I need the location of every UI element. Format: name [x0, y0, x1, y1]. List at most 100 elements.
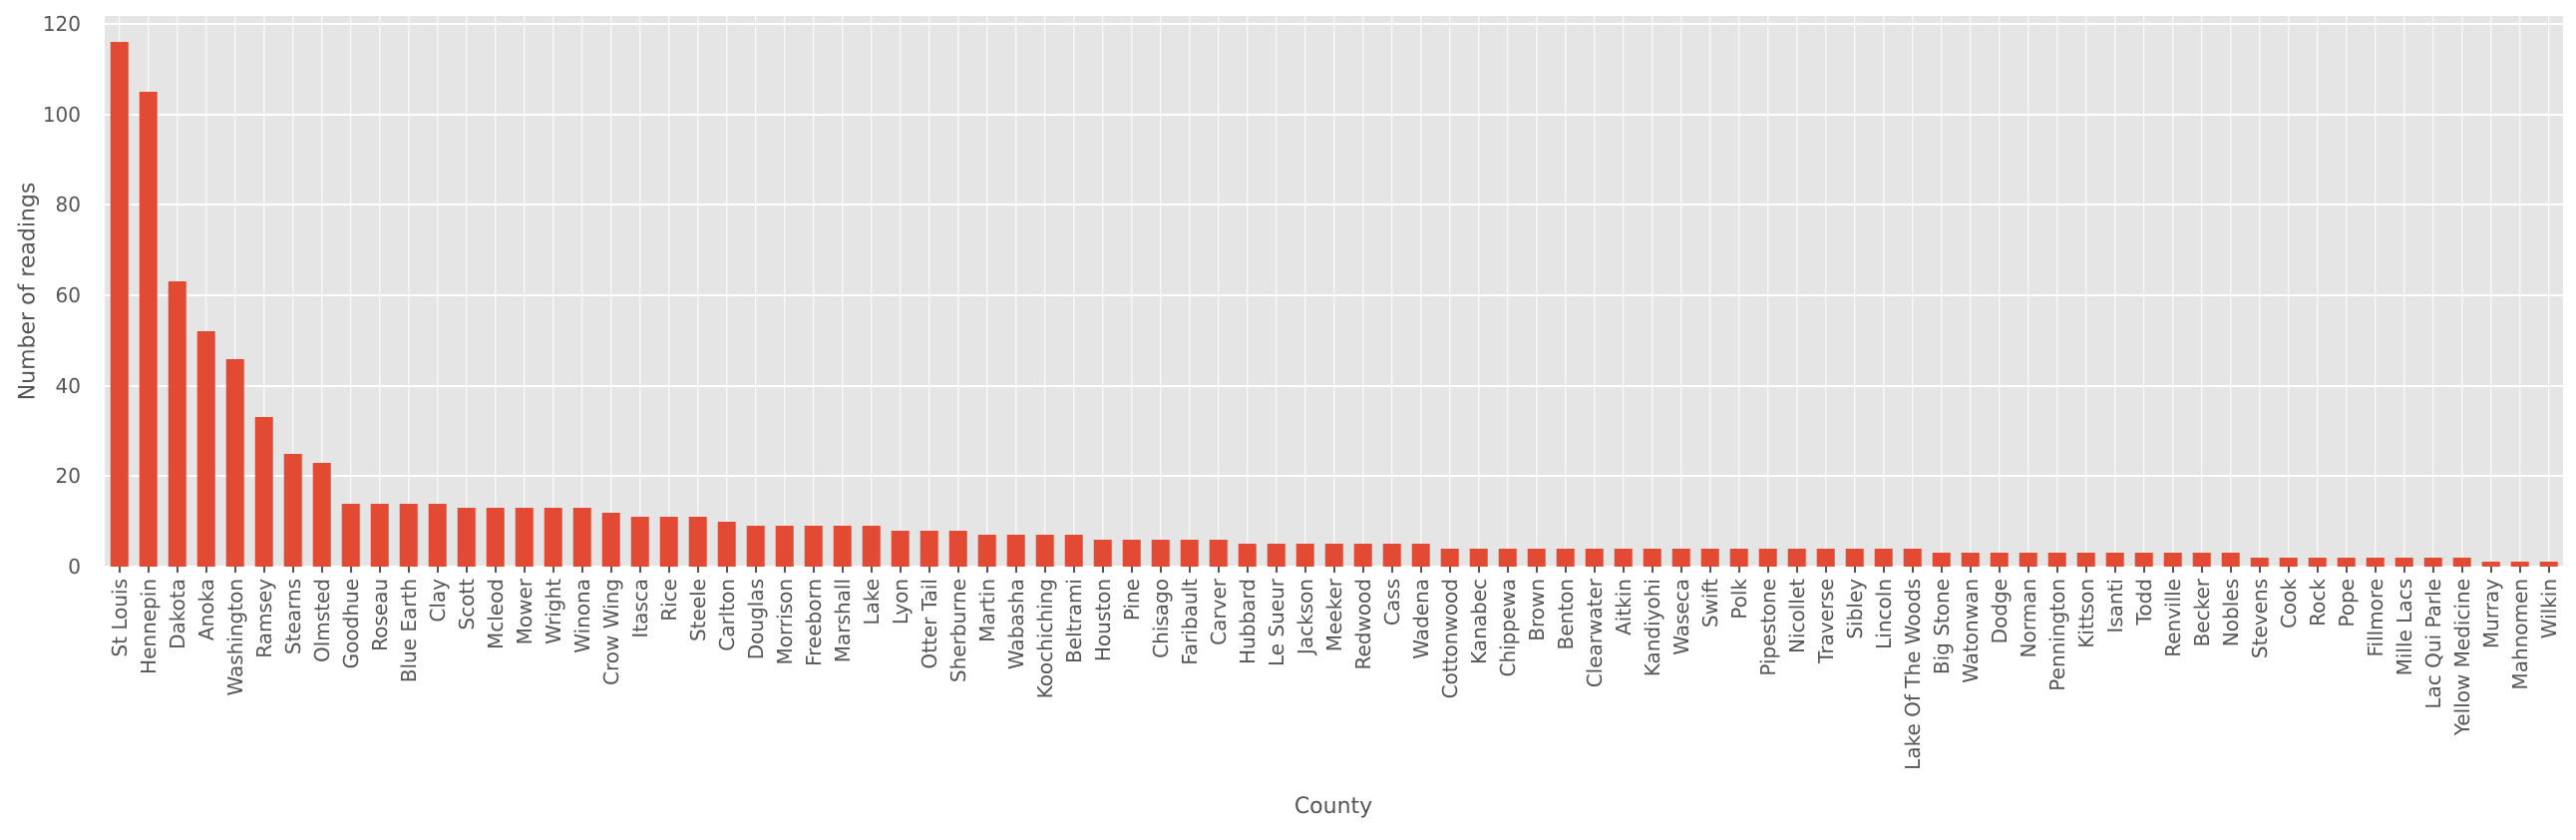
x-tickmark	[1217, 567, 1220, 573]
x-tick-label: Cook	[2276, 579, 2301, 630]
x-gridline	[1188, 16, 1191, 567]
bar-cell	[1030, 16, 1059, 567]
x-tickmark	[2026, 567, 2029, 573]
x-tick-label: Beltrami	[1061, 579, 1086, 663]
bar-brown	[1527, 548, 1546, 567]
x-tick-label: Marshall	[830, 579, 855, 663]
bar-cell	[2158, 16, 2187, 567]
x-tickmark	[783, 567, 786, 573]
x-tickmark	[1506, 567, 1509, 573]
bar-swift	[1700, 548, 1719, 567]
x-tick-label: Lake	[859, 579, 884, 626]
x-tick: Sherburne	[943, 567, 972, 770]
bar-beltrami	[1064, 535, 1083, 567]
x-tick: Freeborn	[799, 567, 828, 770]
bar-cell	[1290, 16, 1319, 567]
bar-cell	[683, 16, 712, 567]
bar-martin	[977, 535, 996, 567]
x-gridline	[1622, 16, 1625, 567]
x-tickmark	[2113, 567, 2116, 573]
x-tickmark	[1535, 567, 1538, 573]
x-gridline	[2460, 16, 2463, 567]
x-tick: Meeker	[1319, 567, 1348, 770]
x-tick: Wilkin	[2534, 567, 2563, 770]
x-tickmark	[2287, 567, 2290, 573]
x-tick-label: Douglas	[743, 579, 768, 660]
x-tick: Brown	[1522, 567, 1551, 770]
bar-cell	[1811, 16, 1840, 567]
x-gridline	[1130, 16, 1133, 567]
x-tick-label: Mower	[512, 579, 537, 645]
bar-kandiyohi	[1643, 548, 1661, 567]
bar-ramsey	[254, 417, 273, 567]
x-gridline	[2402, 16, 2405, 567]
x-tick: Cook	[2274, 567, 2303, 770]
x-tickmark	[320, 567, 323, 573]
x-tick: Rice	[654, 567, 683, 770]
x-tick-label: Chippewa	[1495, 579, 1520, 677]
x-tickmark	[262, 567, 265, 573]
bar-yellow-medicine	[2452, 557, 2471, 567]
x-gridline	[812, 16, 815, 567]
bar-houston	[1093, 539, 1112, 567]
bar-cell	[596, 16, 625, 567]
bar-cell	[2071, 16, 2100, 567]
x-tick: Chippewa	[1493, 567, 1522, 770]
x-tickmark	[1651, 567, 1654, 573]
bar-norman	[2019, 553, 2037, 567]
x-tick: Stevens	[2245, 567, 2274, 770]
x-gridline	[985, 16, 988, 567]
x-tickmark	[580, 567, 583, 573]
bar-cell	[770, 16, 799, 567]
bar-koochiching	[1035, 535, 1054, 567]
bar-cell	[1406, 16, 1435, 567]
bar-cell	[2303, 16, 2332, 567]
x-gridline	[2258, 16, 2261, 567]
x-tick-label: Redwood	[1350, 579, 1375, 670]
x-tick: Pope	[2332, 567, 2361, 770]
x-tick: Lake Of The Woods	[1898, 567, 1927, 770]
bar-cell	[1233, 16, 1262, 567]
x-tick: Cottonwood	[1435, 567, 1464, 770]
x-tickmark	[204, 567, 207, 573]
x-tick-label: Lac Qui Parle	[2420, 579, 2445, 709]
x-tick: Mower	[510, 567, 539, 770]
x-gridline	[2287, 16, 2290, 567]
x-tickmark	[2200, 567, 2203, 573]
bar-cell	[220, 16, 249, 567]
x-tick-label: Freeborn	[801, 579, 826, 666]
y-tick-labels: 0 20 40 60 80 100 120	[0, 14, 93, 577]
x-tick: Yellow Medicine	[2447, 567, 2476, 770]
x-tick-label: Watonwan	[1958, 579, 1983, 683]
bar-cell	[249, 16, 278, 567]
x-gridline	[1072, 16, 1075, 567]
x-gridline	[1651, 16, 1654, 567]
bar-cell	[1059, 16, 1088, 567]
bar-cell	[1088, 16, 1117, 567]
x-tick: Stearns	[278, 567, 307, 770]
bar-cell	[741, 16, 770, 567]
bar-isanti	[2105, 553, 2124, 567]
x-gridline	[754, 16, 757, 567]
bar-cell	[857, 16, 886, 567]
bar-cell	[1927, 16, 1956, 567]
bar-cell	[278, 16, 307, 567]
x-tick: Cass	[1377, 567, 1406, 770]
bar-becker	[2192, 553, 2211, 567]
x-tickmark	[1043, 567, 1046, 573]
x-tick-label: Otter Tail	[917, 579, 941, 669]
x-gridline	[1275, 16, 1278, 567]
x-tick-label: Kandiyohi	[1640, 579, 1664, 677]
bar-hennepin	[139, 92, 158, 567]
y-tick-label: 80	[55, 193, 81, 217]
x-tick: Fillmore	[2361, 567, 2390, 770]
x-tick-label: Stevens	[2247, 579, 2272, 659]
x-tickmark	[1072, 567, 1075, 573]
bar-cell	[2274, 16, 2303, 567]
x-tick: Wright	[539, 567, 567, 770]
x-tickmark	[233, 567, 236, 573]
x-tickmark	[2374, 567, 2377, 573]
x-gridline	[609, 16, 612, 567]
x-axis-label: County	[1293, 794, 1373, 819]
x-tick-label: Dakota	[165, 579, 189, 649]
